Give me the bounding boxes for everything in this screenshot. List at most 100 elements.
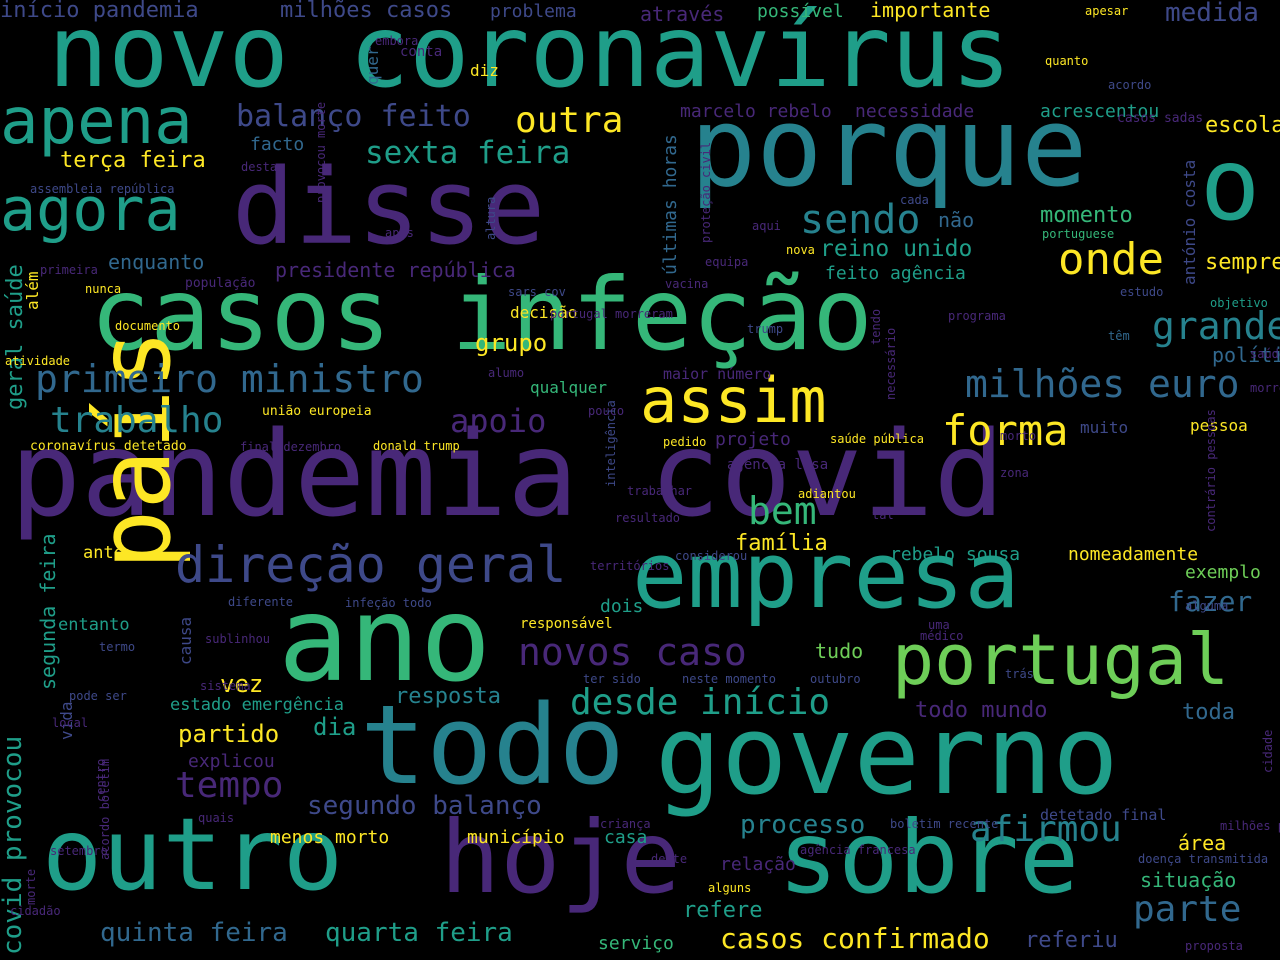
cloud-word: ante xyxy=(83,543,124,563)
cloud-word: cidadão xyxy=(10,904,61,918)
cloud-word: bem xyxy=(748,489,817,533)
cloud-word: adiantou xyxy=(798,487,856,501)
cloud-word: grande xyxy=(1152,304,1280,348)
cloud-word: muito xyxy=(1080,418,1129,437)
cloud-word: acrescentou xyxy=(1040,101,1160,122)
cloud-word: quarta feira xyxy=(325,918,513,948)
cloud-word: nova xyxy=(786,243,815,257)
cloud-word: facto xyxy=(250,134,305,155)
cloud-word: agora xyxy=(0,175,181,245)
cloud-word: considerou xyxy=(675,549,748,563)
cloud-word: marcelo rebelo xyxy=(680,101,832,122)
cloud-word: agência francesa xyxy=(800,843,916,857)
cloud-word: serviço xyxy=(598,933,674,954)
cloud-word: últimas horas xyxy=(660,134,681,275)
cloud-word: qualquer xyxy=(530,378,608,397)
cloud-word: pedido xyxy=(663,435,707,449)
cloud-word: sexta feira xyxy=(365,135,571,171)
cloud-word: neste momento xyxy=(682,672,776,686)
cloud-word: sempre xyxy=(1205,250,1280,275)
cloud-word: presidente república xyxy=(275,258,516,282)
cloud-word: cidade xyxy=(1261,729,1275,773)
cloud-word: casa xyxy=(604,827,648,848)
cloud-word: projeto xyxy=(715,429,791,450)
cloud-word: importante xyxy=(870,0,991,22)
cloud-word: empresa xyxy=(632,522,1020,629)
cloud-word: tendo xyxy=(869,308,883,345)
cloud-word: detetado final xyxy=(1040,806,1167,824)
cloud-word: quanto xyxy=(1045,54,1089,68)
cloud-word: assim xyxy=(640,364,827,437)
cloud-word: decisão xyxy=(510,303,578,322)
cloud-word: família xyxy=(735,531,828,556)
cloud-word: onde xyxy=(1058,234,1164,285)
cloud-word: possível xyxy=(757,1,844,22)
cloud-word: coronavírus detetado xyxy=(30,439,187,454)
cloud-word: ter sido xyxy=(583,672,641,686)
cloud-word: agência lusa xyxy=(727,457,829,473)
cloud-word: aqui xyxy=(752,219,781,233)
cloud-word: desta xyxy=(241,160,278,174)
cloud-word: afirmou xyxy=(970,809,1122,850)
cloud-word: tudo xyxy=(815,639,864,663)
cloud-word: apena xyxy=(0,85,193,159)
cloud-word: casos confirmado xyxy=(720,922,990,955)
cloud-word: vacina xyxy=(665,277,709,291)
cloud-word: inteligência xyxy=(604,400,618,487)
cloud-word: sobre xyxy=(778,799,1080,916)
cloud-word: início pandemia xyxy=(0,0,199,23)
cloud-word: assembleia república xyxy=(30,182,175,196)
cloud-word: local xyxy=(52,716,89,730)
cloud-word: diferente xyxy=(228,595,294,609)
cloud-word: reino unido xyxy=(820,236,973,262)
cloud-word: sendo xyxy=(800,197,921,243)
cloud-word: resposta xyxy=(395,684,501,709)
cloud-word: situação xyxy=(1140,868,1237,892)
cloud-word: balanço feito xyxy=(236,99,471,134)
cloud-word: trabalhar xyxy=(627,484,693,498)
cloud-word: covid provocou xyxy=(0,735,28,955)
cloud-word: antónio costa xyxy=(1180,159,1199,285)
cloud-word: resultado xyxy=(615,511,681,525)
cloud-word: relação xyxy=(720,854,796,875)
cloud-word: problema xyxy=(490,1,577,22)
cloud-word: morto xyxy=(1000,429,1037,443)
cloud-word: tal xyxy=(872,508,894,522)
cloud-word: acordo xyxy=(1108,78,1152,92)
cloud-word: refere xyxy=(683,898,763,923)
cloud-word: forma xyxy=(942,406,1069,455)
cloud-word: todo mundo xyxy=(915,698,1048,723)
cloud-word: programa xyxy=(948,309,1006,323)
cloud-word: proteção civil xyxy=(699,141,713,243)
cloud-word: primeiro ministro xyxy=(35,357,424,401)
cloud-word: atividade xyxy=(5,354,71,368)
cloud-word: explicou xyxy=(188,751,275,772)
cloud-word: novo coronavírus xyxy=(48,0,1012,110)
cloud-word: disse xyxy=(232,146,546,268)
cloud-word: através xyxy=(640,2,725,26)
cloud-word: necessidade xyxy=(855,101,975,122)
cloud-word: morrem milhões xyxy=(1250,381,1280,395)
cloud-word: final dezembro xyxy=(240,440,342,454)
cloud-word: saúde xyxy=(1250,347,1280,361)
cloud-word: equipa xyxy=(705,255,749,269)
cloud-word: deste xyxy=(651,852,688,866)
cloud-word: porque xyxy=(690,83,1088,211)
cloud-word: exemplo xyxy=(1185,562,1261,583)
cloud-word: dia xyxy=(313,713,357,741)
cloud-word: partido xyxy=(178,720,280,748)
cloud-word: nunca xyxy=(85,282,122,296)
cloud-word: área xyxy=(1178,831,1227,855)
cloud-word: embora xyxy=(375,34,419,48)
cloud-word: documento xyxy=(115,319,181,333)
cloud-word: objetivo xyxy=(1210,296,1268,310)
cloud-word: estudo xyxy=(1120,285,1164,299)
cloud-word: alumo xyxy=(488,366,525,380)
cloud-word: portugal xyxy=(892,619,1230,701)
cloud-word: outra xyxy=(515,100,624,141)
cloud-word: causa xyxy=(176,616,195,665)
cloud-word: altura xyxy=(484,196,498,240)
cloud-word: tempo xyxy=(175,765,284,806)
cloud-word: medida xyxy=(1165,0,1259,28)
cloud-word: além xyxy=(23,271,42,310)
